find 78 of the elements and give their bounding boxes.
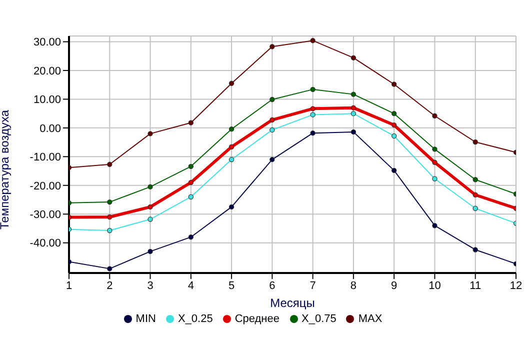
y-axis-title: Температура воздуха (0, 110, 12, 230)
point (228, 126, 234, 132)
point (148, 184, 153, 190)
y-tick-label: -40.00 (30, 238, 61, 250)
point (148, 248, 153, 254)
y-tick-label: 10.00 (33, 94, 61, 106)
x-tick-label: 12 (510, 280, 522, 292)
point (472, 206, 478, 211)
point (310, 130, 316, 136)
point (310, 86, 316, 92)
point (107, 228, 112, 234)
point (472, 247, 478, 252)
point (188, 164, 194, 170)
point (228, 204, 234, 210)
point (432, 146, 438, 152)
point (432, 176, 438, 182)
point (270, 44, 275, 50)
point (107, 199, 112, 205)
point (107, 266, 112, 272)
point (310, 38, 316, 44)
x-tick-label: 8 (350, 280, 357, 292)
y-tick-label: 20.00 (33, 65, 61, 78)
point (310, 106, 316, 112)
point (472, 192, 478, 198)
point (188, 180, 194, 186)
point (270, 117, 275, 122)
point (148, 216, 153, 222)
point (270, 156, 275, 162)
x-tick-label: 11 (470, 280, 482, 292)
point (391, 122, 397, 128)
point (391, 133, 397, 139)
x-tick-label: 10 (428, 280, 441, 292)
legend-label: MIN (136, 313, 156, 325)
point (270, 127, 275, 133)
point (270, 96, 275, 102)
x-tick-label: 7 (310, 280, 316, 292)
point (310, 112, 316, 118)
legend-label: X_0.25 (178, 313, 213, 325)
point (432, 113, 438, 118)
x-tick-label: 5 (228, 280, 235, 292)
y-tick-label: -20.00 (30, 180, 61, 192)
legend-label: MAX (358, 313, 382, 325)
point (107, 162, 112, 168)
point (188, 234, 194, 240)
point (391, 82, 397, 87)
point (350, 110, 356, 116)
line-series (69, 129, 516, 272)
point (148, 204, 153, 210)
point (228, 156, 234, 162)
y-tick-label: -10.00 (30, 152, 61, 164)
point (350, 105, 356, 110)
point (391, 110, 397, 116)
point (350, 55, 356, 60)
point (228, 144, 234, 150)
x-tick-label: 6 (269, 280, 276, 292)
x-tick-label: 4 (188, 280, 194, 292)
point (350, 92, 356, 97)
point (188, 194, 194, 200)
x-tick-label: 2 (106, 280, 113, 292)
point (188, 120, 194, 126)
point (391, 168, 397, 174)
point (472, 177, 478, 182)
legend-label: Среднее (234, 313, 280, 325)
y-tick-label: 0.00 (40, 122, 61, 135)
point (107, 214, 112, 220)
y-tick-label: -30.00 (30, 209, 61, 222)
y-tick-label: 30.00 (33, 36, 61, 49)
x-tick-label: 3 (147, 280, 154, 292)
legend-label: X_0.75 (302, 313, 336, 325)
x-tick-label: 9 (391, 280, 398, 292)
x-tick-label: 1 (66, 280, 72, 292)
point (148, 131, 153, 136)
point (432, 223, 438, 228)
point (472, 139, 478, 145)
x-axis-title: Месяцы (270, 296, 315, 310)
point (350, 129, 356, 135)
point (228, 80, 234, 86)
point (432, 160, 438, 165)
